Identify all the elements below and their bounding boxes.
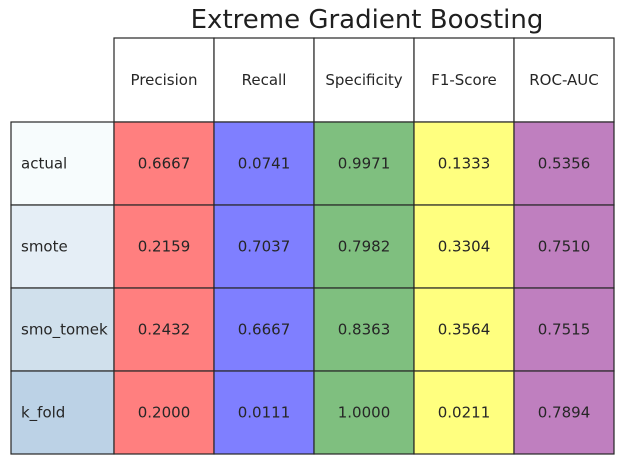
data-cell-value: 0.7982 [338, 238, 391, 256]
row-label-cell [10, 370, 115, 455]
data-cell-value: 0.7510 [538, 238, 591, 256]
data-cell-value: 0.2000 [138, 404, 191, 422]
data-cell [513, 287, 615, 372]
column-header-label: Specificity [325, 71, 402, 89]
data-cell [513, 204, 615, 289]
data-cell [313, 287, 415, 372]
data-cell [213, 287, 315, 372]
row-label: k_fold [21, 404, 65, 423]
data-cell-value: 0.7894 [538, 404, 591, 422]
row-label-cell [10, 287, 115, 372]
row-label-cell [10, 204, 115, 289]
column-header-label: Precision [131, 71, 198, 89]
data-cell-value: 0.3564 [438, 321, 491, 339]
data-cell-value: 0.0211 [438, 404, 491, 422]
data-cell [313, 204, 415, 289]
data-cell [213, 204, 315, 289]
data-cell-value: 0.1333 [438, 155, 491, 173]
data-cell [113, 370, 215, 455]
row-label: smo_tomek [21, 321, 108, 340]
data-cell-value: 0.8363 [338, 321, 391, 339]
data-cell [513, 370, 615, 455]
data-cell-value: 0.2432 [138, 321, 191, 339]
data-cell [213, 121, 315, 206]
data-cell [113, 121, 215, 206]
data-cell [213, 370, 315, 455]
data-cell [413, 121, 515, 206]
chart-title: Extreme Gradient Boosting [190, 5, 544, 35]
data-cell-value: 0.0741 [238, 155, 291, 173]
column-header-label: F1-Score [431, 71, 497, 89]
row-label: actual [21, 155, 67, 173]
data-cell-value: 0.0111 [238, 404, 291, 422]
column-header-label: Recall [242, 71, 287, 89]
data-cell-value: 0.6667 [238, 321, 291, 339]
data-cell [113, 204, 215, 289]
data-cell-value: 0.9971 [338, 155, 391, 173]
column-header-cell [213, 37, 315, 123]
data-cell [413, 204, 515, 289]
data-cell-value: 1.0000 [338, 404, 391, 422]
data-cell-value: 0.2159 [138, 238, 191, 256]
column-header-cell [113, 37, 215, 123]
data-cell-value: 0.7515 [538, 321, 591, 339]
data-cell-value: 0.3304 [438, 238, 491, 256]
data-cell [413, 287, 515, 372]
data-cell-value: 0.7037 [238, 238, 291, 256]
column-header-label: ROC-AUC [529, 71, 599, 89]
row-label: smote [21, 238, 68, 256]
data-cell [113, 287, 215, 372]
data-cell [313, 121, 415, 206]
data-cell-value: 0.6667 [138, 155, 191, 173]
column-header-cell [313, 37, 415, 123]
data-cell-value: 0.5356 [538, 155, 591, 173]
